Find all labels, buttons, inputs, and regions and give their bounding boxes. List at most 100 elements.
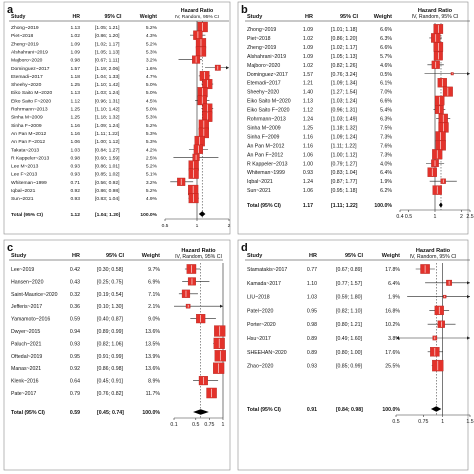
study-name: Whiteman~1999 [247,170,285,176]
study-ci: [0.79; 1.27] [331,161,358,167]
study-ci: [1.00; 1.12] [331,152,358,158]
study-ci: [1.18; 1.32] [95,115,120,121]
study-name: An Pan M~2012 [247,143,284,149]
plot-title: Hazard Ratio [181,248,216,254]
study-name: Sinha M~2009 [11,115,43,121]
study-row: Zhao~2020 0.93 [0.85; 0.99] 25.5% [247,359,444,372]
study-name: Lee F~2013 [11,172,38,178]
study-hr: 1.57 [70,66,80,72]
total-label: Total (95% CI) [11,212,43,218]
x-tick-label: 1.5 [466,419,473,425]
study-hr: 1.25 [70,115,80,121]
study-row: An Pan M~2012 1.16 [1.11; 1.22] 5.3% [11,127,210,139]
study-row: Patel~2020 0.95 [0.82; 1.10] 16.8% [247,305,450,316]
study-ci: [0.49; 1.60] [336,336,363,342]
study-ci: [1.03; 1.24] [95,90,120,96]
study-row: Dwyer~2015 0.94 [0.89; 0.99] 13.6% [11,325,226,337]
total-weight: 100.0% [382,407,400,413]
study-hr: 1.16 [70,131,80,137]
study-row: Zheng~2019 1.09 [1.02; 1.17] 6.6% [247,42,444,52]
study-weight: 13.9% [145,354,160,360]
study-ci: [0.96; 1.31] [95,98,120,104]
plot-subtitle: IV, Random, 95% CI [175,254,222,260]
study-hr: 0.42 [70,267,80,273]
study-weight: 4.0% [380,161,392,167]
study-row: Sinha F~2009 1.16 [1.09; 1.24] 5.2% [11,119,209,130]
study-weight: 9.7% [148,267,160,273]
study-row: Hansen~2020 0.43 [0.25; 0.75] 6.9% [11,277,210,286]
study-name: Manas~2021 [11,366,41,372]
study-weight: 6.4% [388,281,400,287]
pooled-diamond [438,202,443,208]
study-ci: [1.19; 2.06] [95,66,120,72]
study-weight: 5.0% [146,107,158,113]
study-weight: 17.6% [385,350,400,356]
study-ci: [0.76; 3.24] [331,72,358,78]
study-name: SHEEHAN~2020 [247,350,287,356]
study-name: Patel~2020 [247,308,274,314]
study-row: Klenk~2016 0.64 [0.45; 0.91] 8.9% [11,376,219,386]
study-ci: [0.80; 1.00] [336,350,363,356]
study-weight: 9.0% [148,317,160,323]
study-weight: 10.2% [385,322,400,328]
study-hr: 1.24 [303,117,313,123]
study-hr: 0.79 [70,391,80,397]
study-row: Sinha F~2009 1.16 [1.09; 1.24] 7.3% [247,131,446,142]
study-hr: 1.10 [307,281,317,287]
study-hr: 1.09 [70,49,80,55]
study-ci: [0.80; 1.21] [336,322,363,328]
study-ci: [0.77; 1.57] [336,281,363,287]
study-row: Stamatakis~2017 0.77 [0.67; 0.89] 17.8% [247,264,435,274]
study-weight: 2.1% [148,304,160,310]
x-tick-label: 2 [460,214,463,220]
total-label: Total (95% CI) [247,203,281,209]
study-weight: 2.5% [146,155,158,161]
header-weight: Weight [374,14,392,20]
x-tick-label: 0.75 [204,422,214,428]
ci-arrow [396,336,399,340]
panel-letter: a [7,4,14,16]
study-name: Zhong~2019 [247,27,276,33]
study-weight: 7.6% [380,143,392,149]
study-row: Saint-Maurice~2020 0.32 [0.19; 0.54] 7.1% [11,289,198,298]
study-row: R Kappeler~2013 1.00 [0.79; 1.27] 4.0% [247,159,445,167]
study-ci: [0.84; 1.27] [95,147,120,153]
header-hr: HR [305,14,313,20]
study-name: Sinha F~2009 [11,123,42,129]
study-ci: [0.82; 1.06] [97,341,124,347]
study-row: An Pan F~2012 1.06 [1.00; 1.12] 7.3% [247,149,443,160]
total-row: Total (95% CI) 1.17 [1.11; 1.22] 100.0% [247,202,443,209]
ci-arrow [467,336,470,340]
study-hr: 1.25 [303,125,313,131]
x-tick-label: 0.75 [418,419,428,425]
study-name: Pate~2017 [11,391,36,397]
study-row: An Pan M~2012 1.16 [1.11; 1.22] 7.6% [247,140,446,151]
study-hr: 0.98 [307,322,317,328]
study-hr: 1.16 [303,134,313,140]
header-hr: HR [73,14,81,20]
study-row: Lee M~2013 0.93 [0.86; 1.01] 5.2% [11,160,199,171]
study-ci: [0.60; 1.59] [95,155,120,161]
study-ci: [0.40; 0.87] [97,317,124,323]
study-weight: 5.2% [146,41,158,47]
study-weight: 8.9% [148,379,160,385]
header-ci: 95% CI [345,253,364,259]
study-name: Dominguez~2017 [11,66,50,72]
study-ci: [1.09; 1.24] [95,123,120,129]
panel-frame [237,1,469,235]
study-row: Sun~2021 1.06 [0.95; 1.18] 6.2% [247,185,442,195]
header-study: Study [247,14,263,20]
study-name: Hsu~2017 [247,336,271,342]
study-hr: 1.02 [303,63,313,69]
study-weight: 3.2% [146,180,158,186]
x-tick-label: 1 [222,422,225,428]
study-row: Iqbal~2021 0.92 [0.86; 0.98] 5.2% [11,184,199,196]
study-row: Jefferis~2017 0.36 [0.10; 1.30] 2.1% [11,303,223,310]
total-row: Total (95% CI) 0.91 [0.84; 0.98] 100.0% [247,406,442,413]
study-ci: [1.05; 1.21] [95,25,120,31]
study-hr: 1.21 [303,81,313,87]
study-name: Piet~2018 [247,36,271,42]
study-name: Alshahrani~2019 [11,49,48,55]
study-row: R Kappeler~2013 0.98 [0.60; 1.59] 2.5% [11,153,219,161]
study-row: Sheehy~2020 1.25 [1.10; 1.42] 5.0% [11,79,214,90]
